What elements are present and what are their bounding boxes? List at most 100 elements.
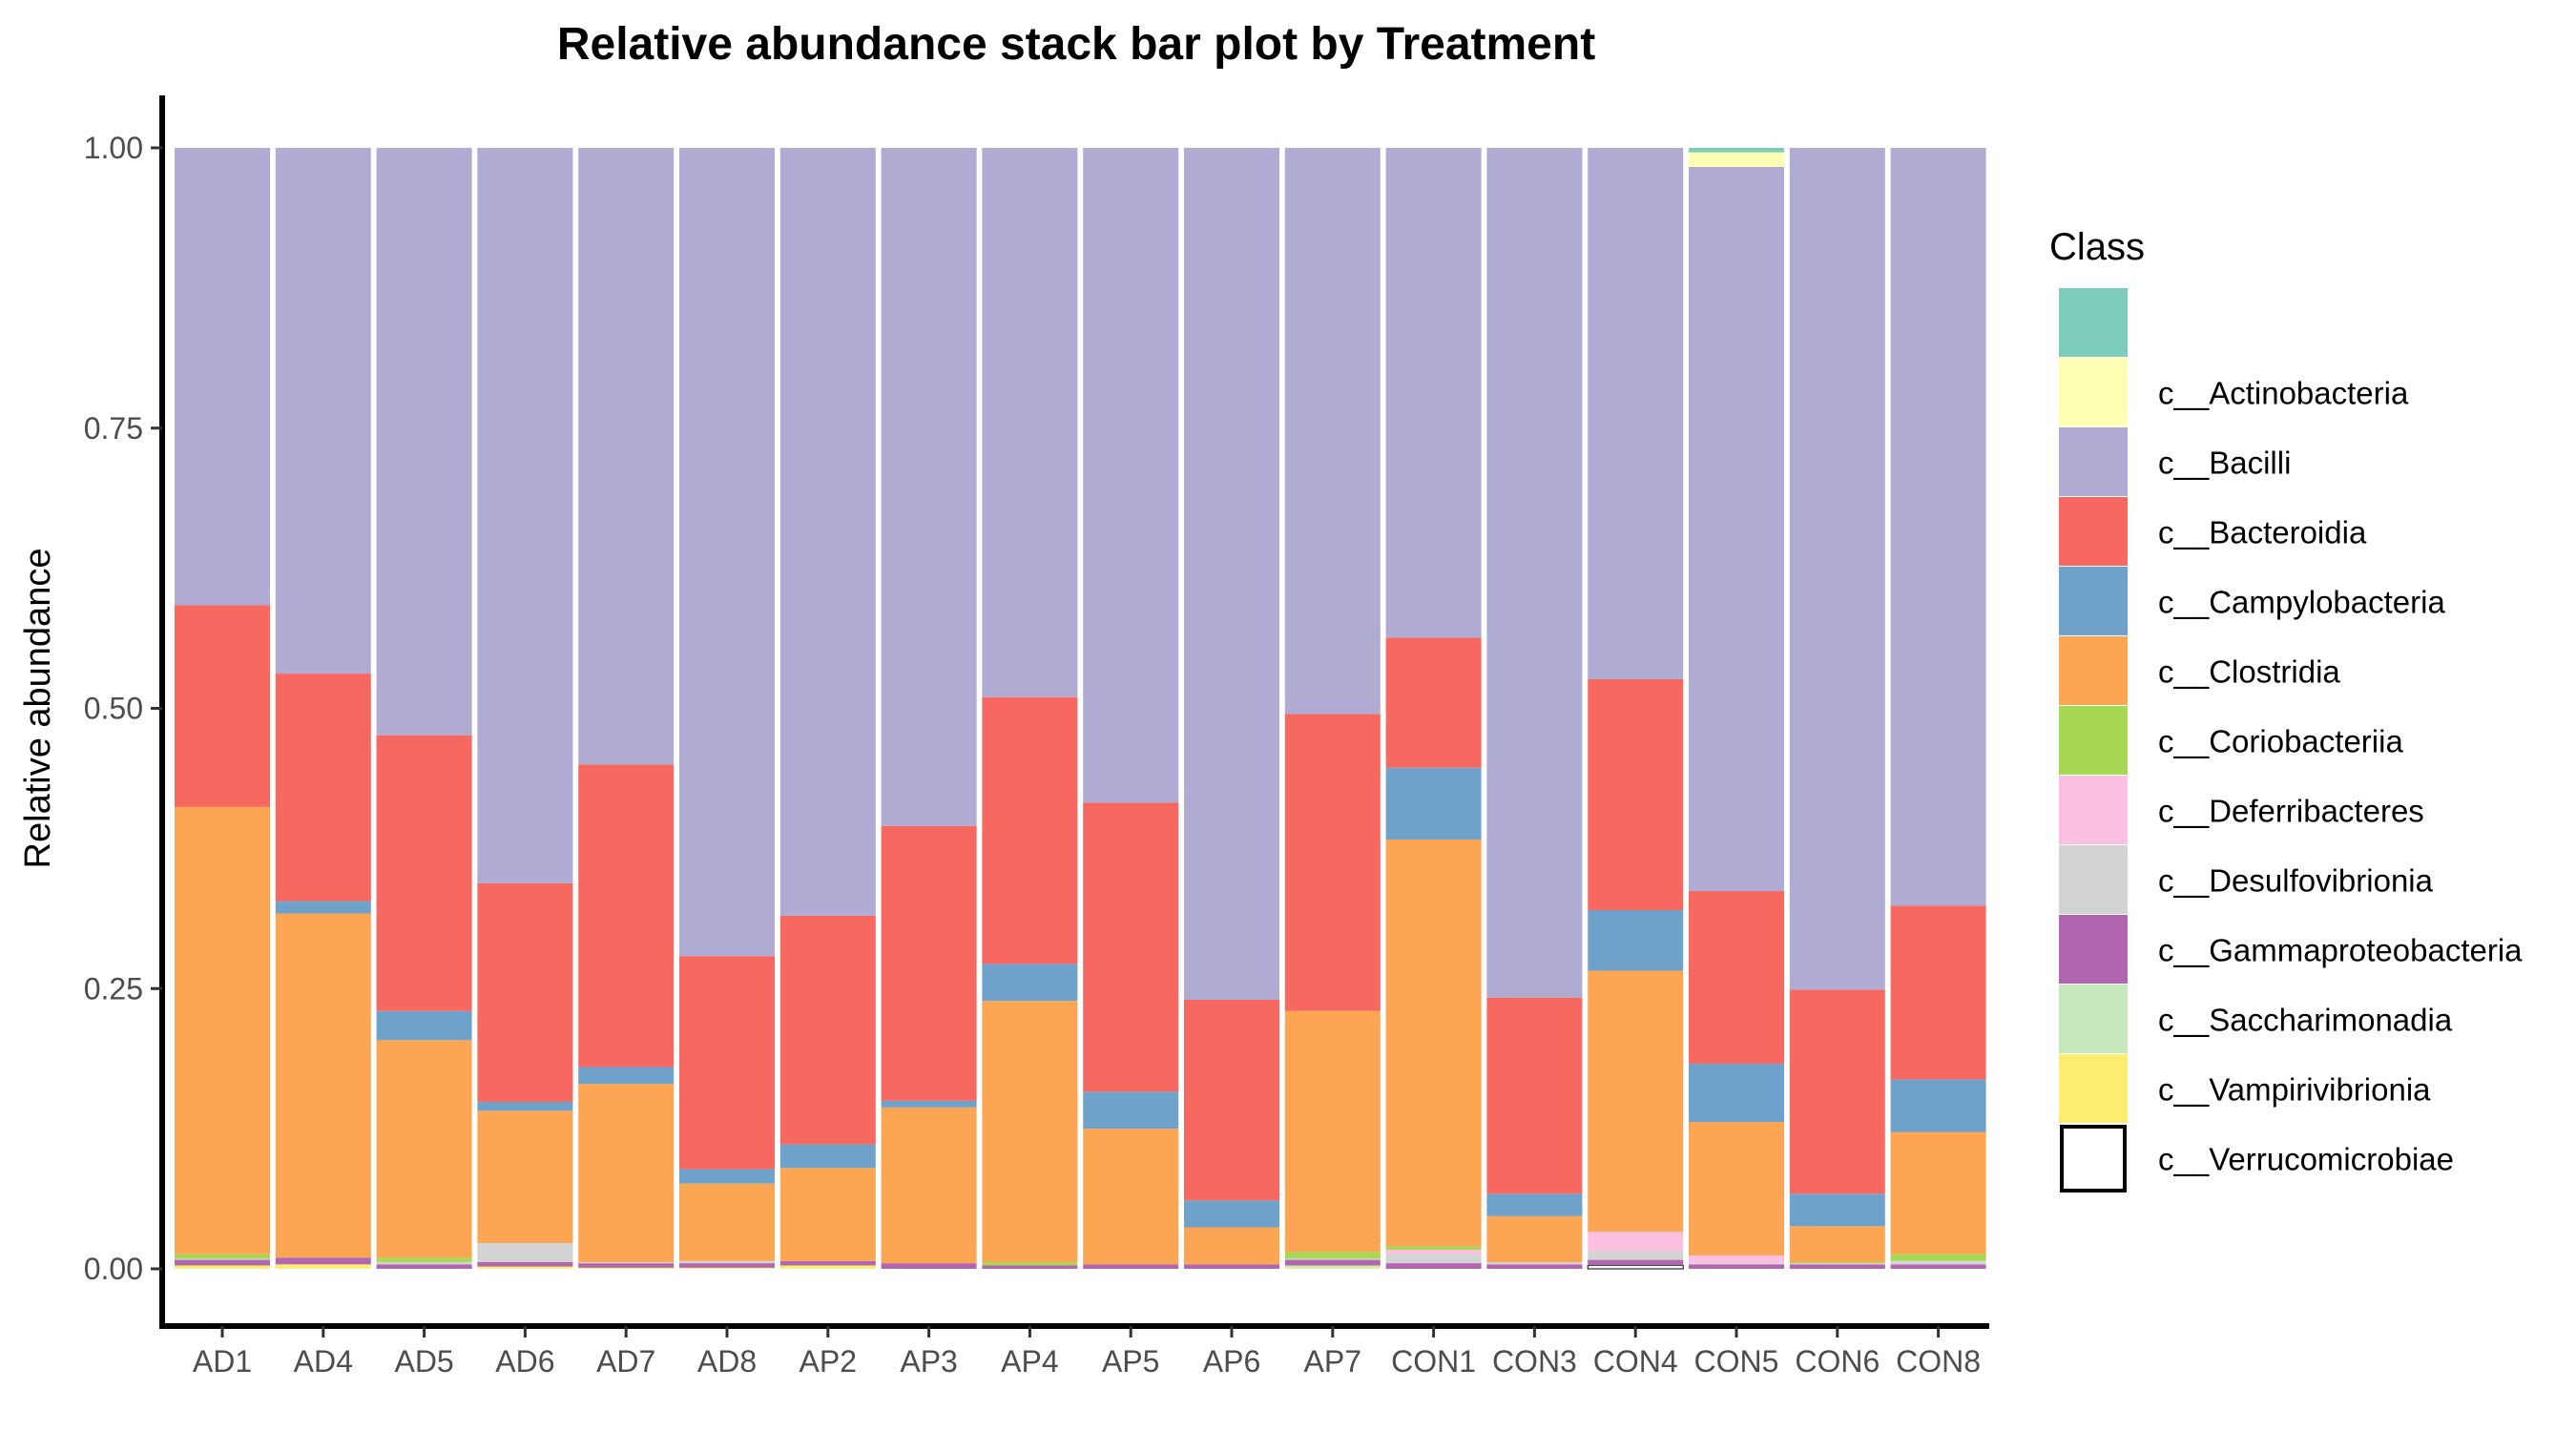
y-tick-label: 1.00 xyxy=(84,131,143,165)
legend-key-c-campylobacteria xyxy=(2059,567,2128,635)
x-tick-label-ad8: AD8 xyxy=(697,1344,757,1379)
bar-segment-ad7-c-gammaproteobacteria xyxy=(578,1263,675,1268)
bar-segment-ap2-c-clostridia xyxy=(779,1168,876,1261)
bar-segment-con3-c-desulfovibrionia xyxy=(1486,1261,1583,1265)
bar-segment-ap4-c-bacilli xyxy=(982,148,1078,697)
bar-segment-con5-unnamed xyxy=(1689,148,1784,153)
y-tick-label: 0.50 xyxy=(84,692,143,726)
bar-segment-ap7-c-desulfovibrionia xyxy=(1284,1258,1381,1260)
bar-segment-con5-c-bacteroidia xyxy=(1689,891,1784,1064)
bar-segment-ad7-c-desulfovibrionia xyxy=(578,1261,675,1264)
bar-segment-ad6-c-gammaproteobacteria xyxy=(477,1261,573,1267)
legend-key-c-verrucomicrobiae xyxy=(2060,1125,2127,1192)
bar-stack-con3 xyxy=(1486,148,1583,1269)
bar-segment-ad6-c-desulfovibrionia xyxy=(477,1242,573,1262)
bar-segment-ad1-c-gammaproteobacteria xyxy=(175,1259,270,1266)
bar-segment-ap4-c-bacteroidia xyxy=(982,696,1078,964)
bar-segment-ap6-c-bacteroidia xyxy=(1184,1000,1279,1201)
legend-label: c__Bacilli xyxy=(2158,446,2291,481)
bar-segment-con4-c-verrucomicrobiae xyxy=(1587,1264,1684,1270)
bar-segment-con5-c-clostridia xyxy=(1689,1122,1784,1255)
bar-segment-ad7-c-campylobacteria xyxy=(578,1067,675,1085)
legend-label: c__Vampirivibrionia xyxy=(2158,1072,2431,1108)
bar-segment-ad7-c-clostridia xyxy=(578,1084,675,1262)
bar-segment-con1-c-bacteroidia xyxy=(1385,637,1482,768)
bar-segment-con8-c-bacilli xyxy=(1890,148,1986,906)
bar-segment-con5-c-deferribacteres xyxy=(1689,1255,1784,1264)
bar-stack-ap3 xyxy=(881,148,977,1270)
legend-key-c-bacteroidia xyxy=(2059,497,2128,566)
bar-segment-ad6-c-bacteroidia xyxy=(477,882,573,1102)
bar-segment-ap4-c-campylobacteria xyxy=(982,964,1078,1002)
bar-segment-ad5-c-desulfovibrionia xyxy=(376,1261,472,1265)
bar-segment-ap7-c-coriobacteriia xyxy=(1284,1252,1381,1259)
legend-label: c__Clostridia xyxy=(2158,654,2340,690)
bar-segment-con5-c-campylobacteria xyxy=(1689,1063,1784,1123)
bar-segment-ad7-c-vampirivibrionia xyxy=(578,1267,675,1269)
bar-segment-con8-c-gammaproteobacteria xyxy=(1890,1264,1986,1269)
bar-segment-ap2-c-bacilli xyxy=(779,148,876,916)
bar-segment-ap2-c-bacteroidia xyxy=(779,915,876,1145)
bar-stack-ad1 xyxy=(175,148,270,1269)
legend-label: c__Gammaproteobacteria xyxy=(2158,933,2523,968)
bar-segment-ad1-c-coriobacteriia xyxy=(175,1254,270,1259)
bar-segment-ap6-c-campylobacteria xyxy=(1184,1200,1279,1228)
bar-segment-ap4-c-clostridia xyxy=(982,1001,1078,1262)
bar-segment-ad8-c-desulfovibrionia xyxy=(679,1260,775,1264)
x-tick-label-con8: CON8 xyxy=(1896,1344,1981,1379)
bar-segment-ad1-c-bacteroidia xyxy=(175,605,270,807)
bar-stack-ad4 xyxy=(275,148,371,1269)
bar-segment-con4-c-desulfovibrionia xyxy=(1588,1251,1684,1260)
legend-key-c-actinobacteria xyxy=(2059,358,2128,426)
bar-stack-ap7 xyxy=(1284,148,1381,1269)
bar-segment-ad4-c-bacteroidia xyxy=(275,674,371,902)
axes-group: 0.00 0.25 0.50 0.75 1.00 AD1 AD4 AD5 AD6 AD7 AD8 AP… xyxy=(84,95,1989,1379)
bar-stack-con4 xyxy=(1587,148,1684,1270)
bar-segment-con8-c-clostridia xyxy=(1890,1131,1986,1255)
bar-stack-ap5 xyxy=(1083,148,1179,1269)
bar-segment-ap6-c-bacilli xyxy=(1184,148,1279,1000)
x-tick-label-con4: CON4 xyxy=(1593,1344,1678,1379)
bar-segment-ad7-c-bacteroidia xyxy=(578,764,675,1068)
bar-segment-ap5-c-campylobacteria xyxy=(1083,1091,1179,1130)
x-tick-label-con3: CON3 xyxy=(1492,1344,1577,1379)
bar-segment-ap7-c-bacteroidia xyxy=(1284,714,1381,1011)
bar-segment-con3-c-clostridia xyxy=(1486,1215,1583,1262)
x-tick-label-ap7: AP7 xyxy=(1304,1344,1361,1379)
bar-stack-con6 xyxy=(1789,148,1885,1269)
bar-segment-con4-c-bacilli xyxy=(1588,148,1684,679)
bar-segment-ad5-c-gammaproteobacteria xyxy=(376,1264,472,1269)
legend-key-c-desulfovibrionia xyxy=(2059,845,2128,914)
bar-segment-con6-c-coriobacteriia xyxy=(1789,1261,1885,1264)
x-tick-label-ap3: AP3 xyxy=(900,1344,957,1379)
bar-stack-ad7 xyxy=(578,148,675,1269)
legend-key-c-clostridia xyxy=(2059,636,2128,705)
bar-stack-ap2 xyxy=(779,148,876,1269)
bar-segment-ap5-c-clostridia xyxy=(1083,1129,1179,1265)
x-tick-label-ad4: AD4 xyxy=(294,1344,353,1379)
x-tick-label-ap2: AP2 xyxy=(800,1344,857,1379)
bar-stack-ad8 xyxy=(679,148,775,1269)
bar-segment-con1-c-clostridia xyxy=(1385,839,1482,1247)
legend-key-c-coriobacteriia xyxy=(2059,706,2128,775)
legend-key-c-deferribacteres xyxy=(2059,776,2128,844)
legend-label: c__Saccharimonadia xyxy=(2158,1003,2453,1038)
bar-segment-ad5-c-bacilli xyxy=(376,148,472,736)
bar-segment-ad4-c-clostridia xyxy=(275,913,371,1258)
bar-segment-ap4-c-coriobacteriia xyxy=(982,1261,1078,1266)
bar-segment-con6-c-campylobacteria xyxy=(1789,1193,1885,1227)
legend-label: c__Desulfovibrionia xyxy=(2158,863,2434,899)
legend-label: c__Deferribacteres xyxy=(2158,794,2424,829)
bar-segment-ad8-c-vampirivibrionia xyxy=(679,1267,775,1269)
bar-segment-ad6-c-vampirivibrionia xyxy=(477,1266,573,1269)
bar-segment-con1-c-gammaproteobacteria xyxy=(1385,1263,1482,1270)
bar-segment-ap3-c-campylobacteria xyxy=(881,1100,977,1108)
bar-segment-ap2-c-gammaproteobacteria xyxy=(779,1260,876,1266)
bar-segment-ap5-c-gammaproteobacteria xyxy=(1083,1264,1179,1269)
bar-segment-con3-c-gammaproteobacteria xyxy=(1486,1264,1583,1269)
bar-segment-con6-c-gammaproteobacteria xyxy=(1789,1264,1885,1269)
bar-segment-con6-c-clostridia xyxy=(1789,1226,1885,1262)
bar-segment-con5-c-desulfovibrionia xyxy=(1689,1263,1784,1265)
bar-segment-ap6-c-gammaproteobacteria xyxy=(1184,1264,1279,1269)
